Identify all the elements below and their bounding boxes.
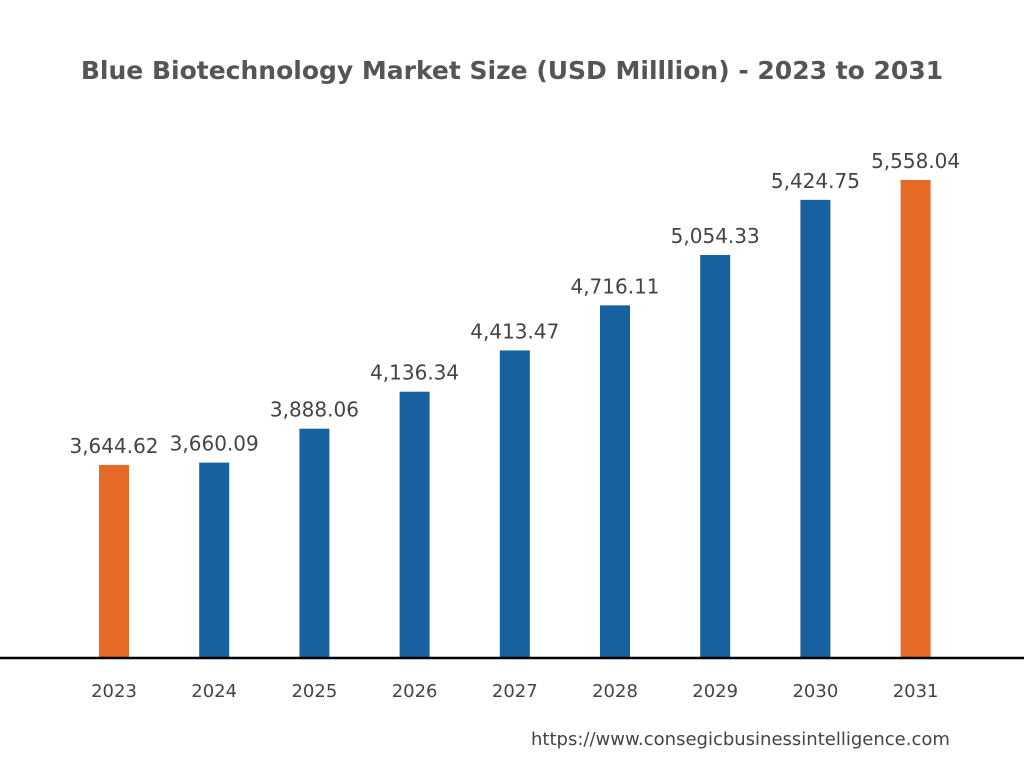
x-tick-label-2030: 2030 (792, 681, 838, 702)
value-label-2031: 5,558.04 (871, 149, 960, 173)
x-tick-label-2023: 2023 (91, 681, 137, 702)
bar-2026 (399, 391, 430, 658)
x-tick-label-2031: 2031 (893, 681, 939, 702)
bar-2024 (199, 462, 230, 658)
value-label-2027: 4,413.47 (470, 319, 559, 343)
chart-title: Blue Biotechnology Market Size (USD Mill… (80, 56, 944, 85)
value-label-2025: 3,888.06 (270, 398, 359, 422)
value-label-2030: 5,424.75 (771, 169, 860, 193)
bar-2029 (700, 255, 731, 658)
bar-2028 (600, 305, 630, 658)
value-label-2029: 5,054.33 (671, 224, 760, 248)
x-tick-label-2026: 2026 (392, 681, 438, 702)
x-tick-label-2029: 2029 (692, 681, 738, 702)
value-label-2024: 3,660.09 (170, 432, 259, 456)
x-tick-label-2028: 2028 (592, 681, 638, 702)
x-tick-label-2027: 2027 (492, 681, 538, 702)
x-tick-label-2025: 2025 (291, 681, 337, 702)
source-url: https://www.consegicbusinessintelligence… (531, 729, 950, 750)
bar-2025 (299, 428, 330, 658)
value-label-2028: 4,716.11 (570, 274, 659, 298)
bar-2027 (499, 350, 530, 658)
value-label-2026: 4,136.34 (370, 361, 459, 385)
bar-2030 (800, 199, 831, 659)
bar-2023 (99, 464, 129, 658)
value-label-2023: 3,644.62 (69, 434, 158, 458)
x-tick-label-2024: 2024 (191, 681, 237, 702)
bar-2031 (900, 180, 931, 658)
